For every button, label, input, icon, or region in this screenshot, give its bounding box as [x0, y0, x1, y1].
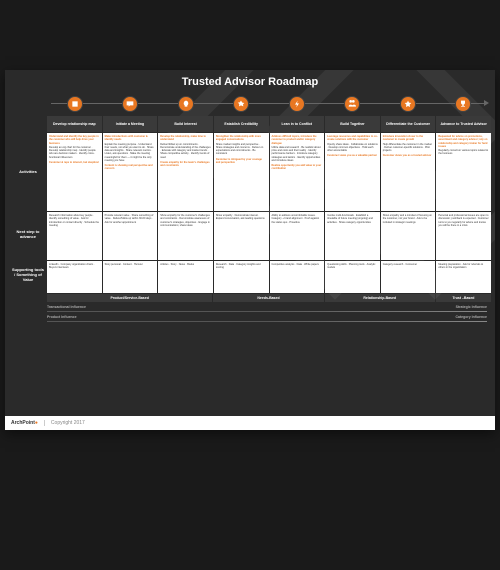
- map-icon: [67, 96, 83, 112]
- cell-next-0: Research information about key people · …: [47, 212, 102, 260]
- cell-tools-6: Category research · Consumer: [381, 261, 436, 293]
- row-label-tools: Supporting tools / Something of Value: [9, 258, 47, 290]
- logo-dot-icon: ●: [35, 420, 38, 426]
- infl-product: Product Influence: [47, 315, 77, 319]
- logo-text: ArchPoint: [11, 420, 35, 426]
- cell-act-7: Requested for advice on promotions, asso…: [436, 133, 491, 211]
- cell-tools-7: Meeting preparation · Ask for referrals …: [436, 261, 491, 293]
- colhead-build: Build Interest: [158, 116, 213, 132]
- cell-tools-3: Research · Data · Category insights and …: [214, 261, 269, 293]
- influence-row-2: Product Influence Category Influence: [47, 315, 487, 319]
- row-labels: Activities Next step to advance Supporti…: [9, 116, 47, 293]
- copyright: Copyright 2017: [44, 420, 85, 426]
- timeline-node-develop: [47, 96, 103, 112]
- colhead-develop: Develop relationship map: [47, 116, 102, 132]
- columns: Develop relationship mapUnderstand and i…: [47, 116, 491, 293]
- colhead-together: Build Together: [325, 116, 380, 132]
- group-icon: [344, 96, 360, 112]
- cell-act-2: Develop the relationship, make time to u…: [158, 133, 213, 211]
- logo: ArchPoint●: [11, 420, 38, 426]
- timeline-arrow-icon: [484, 100, 489, 106]
- infl-category: Category Influence: [455, 315, 487, 319]
- cell-next-7: Personal and professional issues are ope…: [436, 212, 491, 260]
- influence-row-1: Transactional Influence Strategic Influe…: [47, 305, 487, 309]
- roadmap-grid: Activities Next step to advance Supporti…: [5, 116, 495, 293]
- cell-next-2: Show empathy for the customer's challeng…: [158, 212, 213, 260]
- infl-strategic: Strategic Influence: [456, 305, 487, 309]
- infl-transactional: Transactional Influence: [47, 305, 86, 309]
- timeline-node-together: [325, 96, 381, 112]
- footer: ArchPoint● Copyright 2017: [5, 416, 495, 430]
- cell-next-5: Involve multi-functionals · Establish a …: [325, 212, 380, 260]
- star-icon: [400, 96, 416, 112]
- cell-tools-5: Questioning skills · Planning tools · An…: [325, 261, 380, 293]
- cell-next-4: Ability to address uncomfortable issues …: [270, 212, 325, 260]
- timeline-node-advance: [436, 96, 492, 112]
- cell-tools-0: LinkedIn · Company organization charts ·…: [47, 261, 102, 293]
- chat-icon: [122, 96, 138, 112]
- col-diff: Differentiate the CustomerIntroduce inno…: [381, 116, 436, 293]
- col-develop: Develop relationship mapUnderstand and i…: [47, 116, 102, 293]
- cell-act-5: Leverage resources and capabilities to c…: [325, 133, 380, 211]
- cell-act-1: Make introductions with customer & ident…: [103, 133, 158, 211]
- cell-act-6: Introduce innovation closer to the custo…: [381, 133, 436, 211]
- row-label-activities: Activities: [9, 132, 47, 210]
- timeline: [5, 92, 495, 116]
- influence-block: Transactional Influence Strategic Influe…: [5, 302, 495, 328]
- colhead-diff: Differentiate the Customer: [381, 116, 436, 132]
- timeline-node-build: [158, 96, 214, 112]
- timeline-node-initiate: [103, 96, 159, 112]
- colhead-lean: Lean in to Conflict: [270, 116, 325, 132]
- trophy-icon: [455, 96, 471, 112]
- col-establish: Establish CredibilityStrengthen the rela…: [214, 116, 269, 293]
- colhead-initiate: Initiate a Meeting: [103, 116, 158, 132]
- cell-next-6: Show empathy and a mindset of focusing o…: [381, 212, 436, 260]
- cell-tools-4: Competitive analysis · Data · White pape…: [270, 261, 325, 293]
- bolt-icon: [289, 96, 305, 112]
- row-label-next: Next step to advance: [9, 210, 47, 258]
- cell-next-1: Provide relevant value · Share something…: [103, 212, 158, 260]
- page-title: Trusted Advisor Roadmap: [5, 70, 495, 92]
- cell-next-3: Show empathy · Demonstrate interest · Ex…: [214, 212, 269, 260]
- col-lean: Lean in to ConflictAddress difficult top…: [270, 116, 325, 293]
- bulb-icon: [178, 96, 194, 112]
- badge-icon: [233, 96, 249, 112]
- influence-line-2: [47, 321, 487, 322]
- timeline-node-lean: [269, 96, 325, 112]
- cell-tools-1: Story personal · Content · Humour: [103, 261, 158, 293]
- col-build: Build InterestDevelop the relationship, …: [158, 116, 213, 293]
- colhead-advance: Advance to Trusted Advisor: [436, 116, 491, 132]
- cell-act-4: Address difficult topics, introduce the …: [270, 133, 325, 211]
- colhead-establish: Establish Credibility: [214, 116, 269, 132]
- col-advance: Advance to Trusted AdvisorRequested for …: [436, 116, 491, 293]
- cell-act-3: Strengthen the relationship with more en…: [214, 133, 269, 211]
- col-together: Build TogetherLeverage resources and cap…: [325, 116, 380, 293]
- timeline-node-establish: [214, 96, 270, 112]
- col-initiate: Initiate a MeetingMake introductions wit…: [103, 116, 158, 293]
- timeline-node-diff: [380, 96, 436, 112]
- influence-line-1: [47, 311, 487, 312]
- cell-act-0: Understand and identify the key people i…: [47, 133, 102, 211]
- roadmap-page: Trusted Advisor Roadmap Activities Next …: [5, 70, 495, 430]
- cell-tools-2: Articles · Story · News · Books: [158, 261, 213, 293]
